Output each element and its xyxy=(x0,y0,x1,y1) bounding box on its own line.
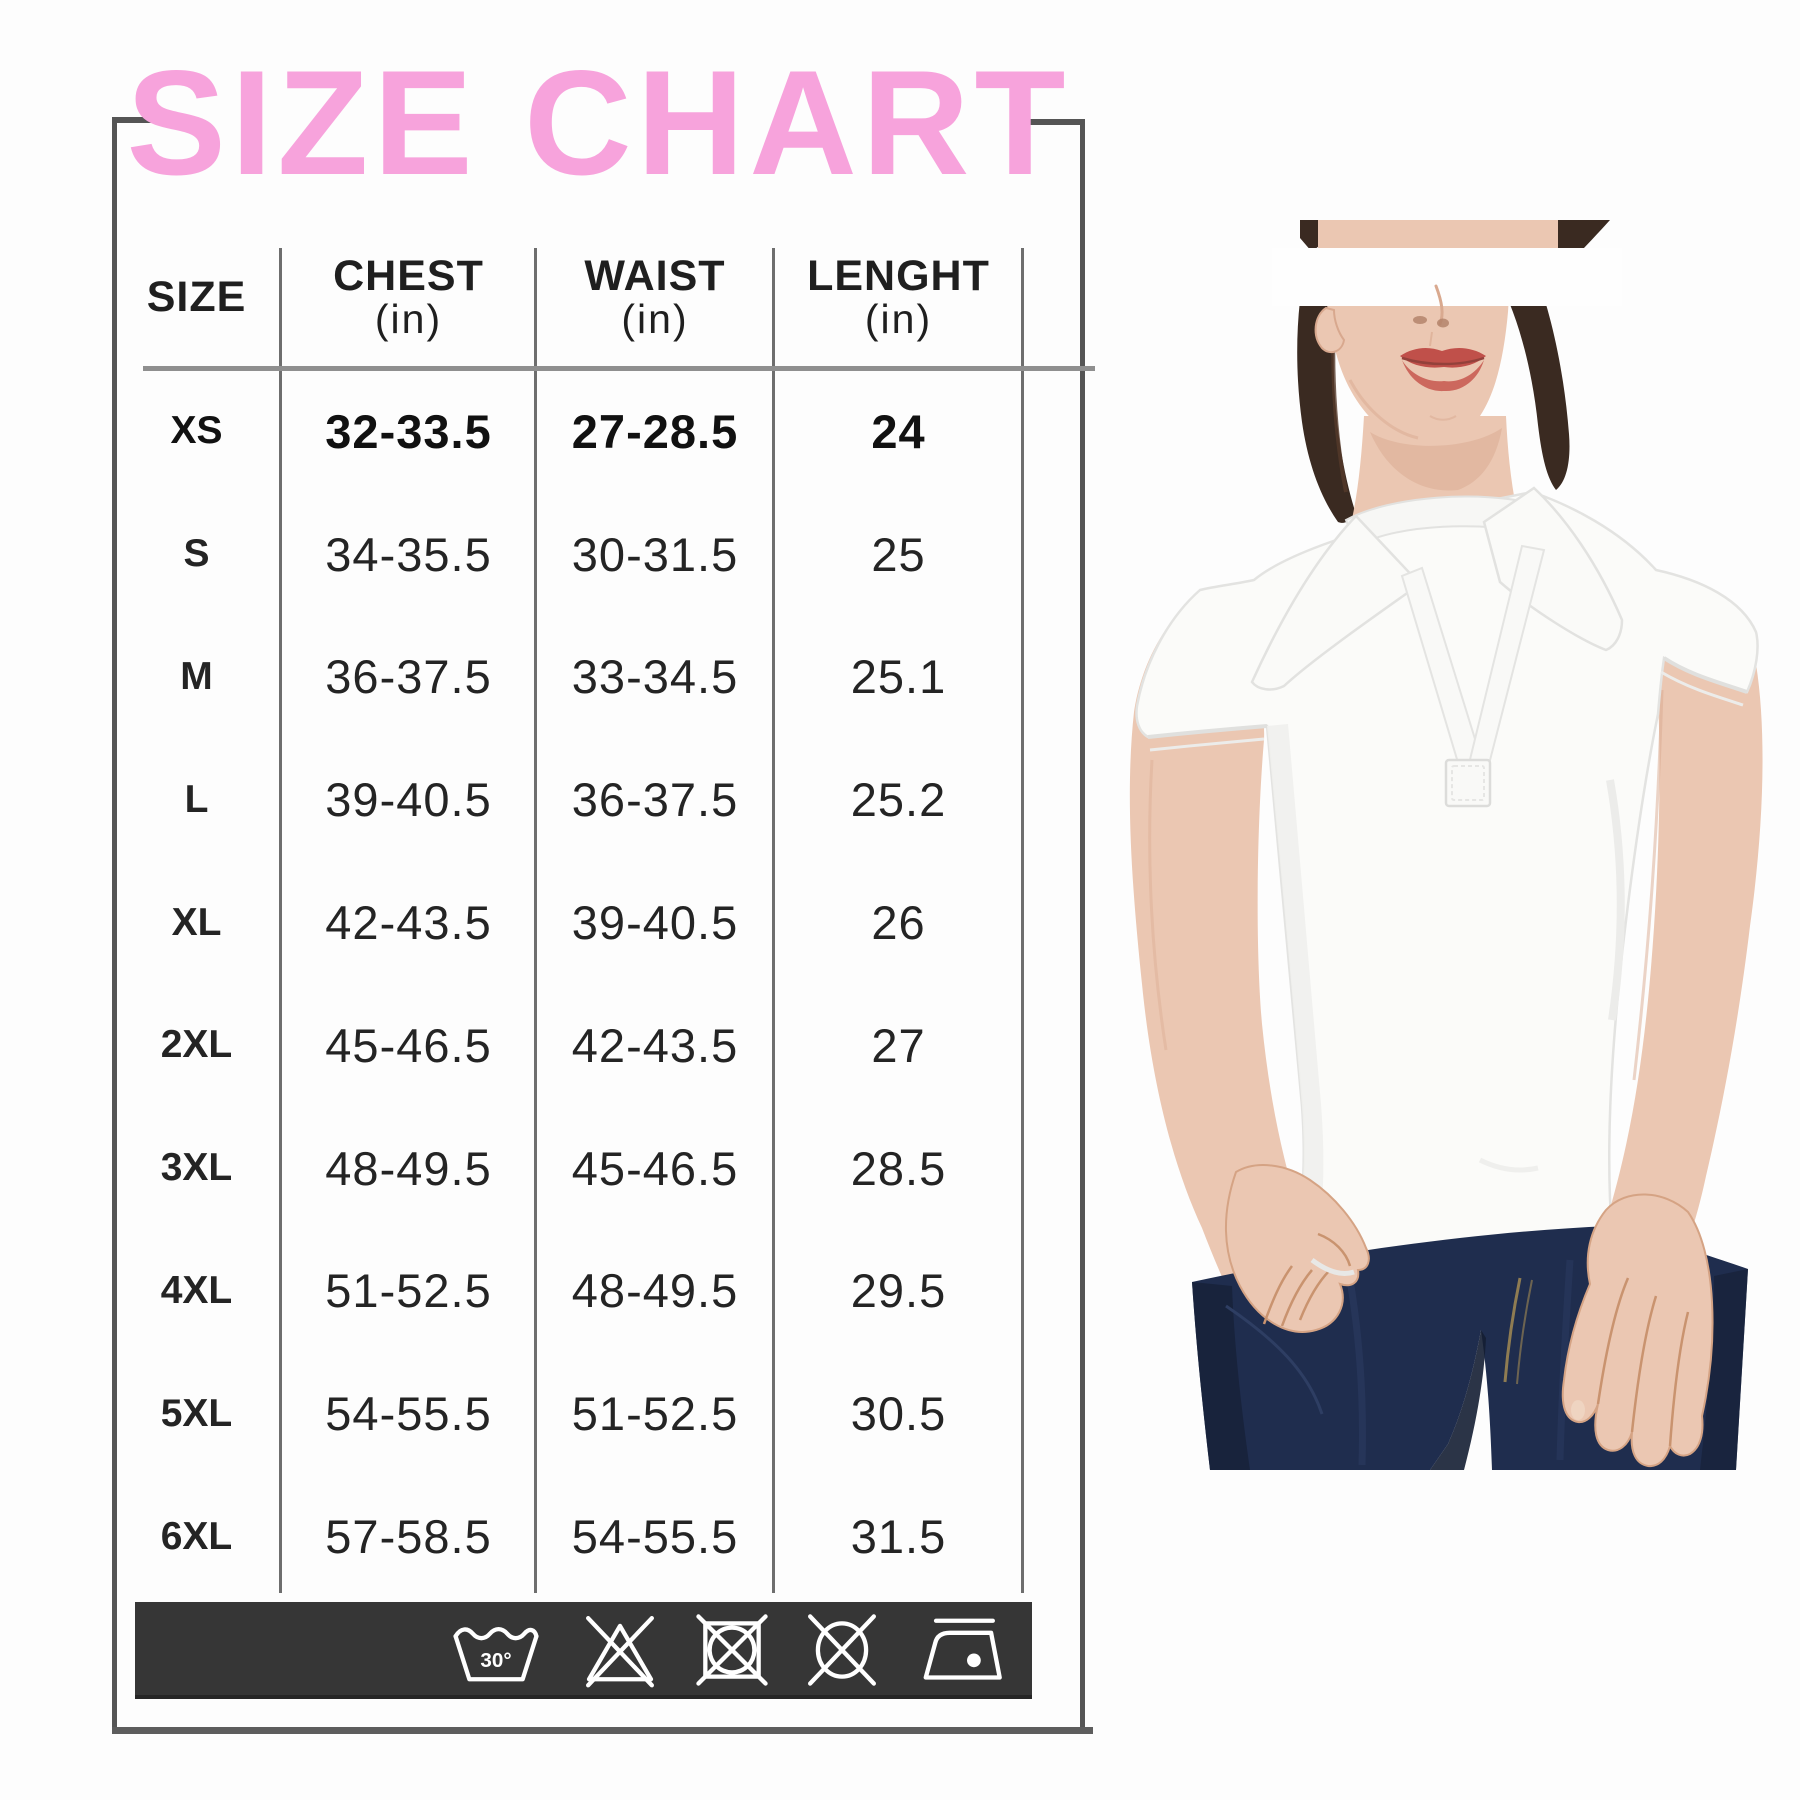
wash-30-icon: 30° xyxy=(440,1607,552,1693)
table-row: 2XL 45-46.5 42-43.5 27 xyxy=(112,984,1023,1107)
waist-cell: 54-55.5 xyxy=(571,1510,739,1564)
header-length-unit: (in) xyxy=(864,295,933,342)
table-row: 3XL 48-49.5 45-46.5 28.5 xyxy=(112,1107,1023,1230)
waist-cell: 39-40.5 xyxy=(571,896,739,950)
table-rows: XS 32-33.5 27-28.5 24 S 34-35.5 30-31.5 25 M 36-3… xyxy=(112,370,1023,1598)
chest-cell: 51-52.5 xyxy=(325,1264,492,1318)
header-chest: CHEST (in) xyxy=(281,254,536,342)
do-not-tumble-dry-icon xyxy=(684,1607,780,1693)
table-row: L 39-40.5 36-37.5 25.2 xyxy=(112,738,1023,861)
size-cell: XS xyxy=(170,409,223,453)
size-cell: S xyxy=(183,532,210,576)
frame-line-top-left xyxy=(112,117,198,123)
size-cell: 5XL xyxy=(160,1391,233,1435)
table-row: S 34-35.5 30-31.5 25 xyxy=(112,493,1023,616)
column-separator xyxy=(772,248,775,1593)
size-cell: 3XL xyxy=(160,1146,233,1190)
iron-icon xyxy=(905,1607,1017,1693)
length-cell: 25.1 xyxy=(850,650,947,704)
waist-cell: 45-46.5 xyxy=(571,1141,739,1195)
table-row: 6XL 57-58.5 54-55.5 31.5 xyxy=(112,1475,1023,1598)
table-row: 5XL 54-55.5 51-52.5 30.5 xyxy=(112,1352,1023,1475)
svg-text:30°: 30° xyxy=(480,1649,511,1672)
length-cell: 25.2 xyxy=(850,773,947,827)
length-cell: 24 xyxy=(871,404,926,458)
chest-cell: 34-35.5 xyxy=(325,527,492,581)
waist-cell: 48-49.5 xyxy=(571,1264,739,1318)
length-cell: 25 xyxy=(871,527,926,581)
chest-cell: 42-43.5 xyxy=(325,896,492,950)
size-cell: 6XL xyxy=(160,1514,233,1558)
header-size: SIZE xyxy=(146,272,247,321)
waist-cell: 33-34.5 xyxy=(571,650,739,704)
do-not-bleach-icon xyxy=(572,1607,668,1693)
length-cell: 31.5 xyxy=(850,1510,947,1564)
frame-line-bottom xyxy=(112,1727,1093,1734)
care-instructions-bar: 30° xyxy=(135,1602,1032,1699)
table-header-row: SIZE CHEST (in) WAIST (in) LENGHT (in) xyxy=(112,225,1023,370)
chest-cell: 39-40.5 xyxy=(325,773,492,827)
length-cell: 26 xyxy=(871,896,926,950)
length-cell: 30.5 xyxy=(850,1387,947,1441)
chest-cell: 48-49.5 xyxy=(325,1141,492,1195)
model-photo xyxy=(1050,220,1800,1470)
waist-cell: 30-31.5 xyxy=(571,527,739,581)
table-row: XL 42-43.5 39-40.5 26 xyxy=(112,861,1023,984)
length-cell: 28.5 xyxy=(850,1141,947,1195)
waist-cell: 51-52.5 xyxy=(571,1387,739,1441)
header-chest-unit: (in) xyxy=(374,295,443,342)
size-cell: 4XL xyxy=(160,1268,233,1312)
size-cell: XL xyxy=(171,900,222,944)
size-cell: M xyxy=(180,654,213,698)
header-length: LENGHT (in) xyxy=(774,254,1023,342)
column-separator xyxy=(534,248,537,1593)
header-underline xyxy=(143,366,1095,371)
length-cell: 29.5 xyxy=(850,1264,947,1318)
waist-cell: 36-37.5 xyxy=(571,773,739,827)
chest-cell: 36-37.5 xyxy=(325,650,492,704)
column-separator xyxy=(1021,248,1024,1593)
page-title: SIZE CHART xyxy=(126,39,1071,206)
frame-line-top-right xyxy=(1012,119,1085,125)
chest-cell: 54-55.5 xyxy=(325,1387,492,1441)
table-row: 4XL 51-52.5 48-49.5 29.5 xyxy=(112,1230,1023,1353)
chest-cell: 32-33.5 xyxy=(325,404,492,458)
waist-cell: 42-43.5 xyxy=(571,1018,739,1072)
chest-cell: 57-58.5 xyxy=(325,1510,492,1564)
table-row: M 36-37.5 33-34.5 25.1 xyxy=(112,616,1023,739)
chest-cell: 45-46.5 xyxy=(325,1018,492,1072)
size-table: SIZE CHEST (in) WAIST (in) LENGHT (in) X… xyxy=(112,225,1023,1598)
frame-line-left xyxy=(112,117,117,1733)
column-separator xyxy=(279,248,282,1593)
header-waist-unit: (in) xyxy=(621,295,689,342)
length-cell: 27 xyxy=(871,1018,926,1072)
waist-cell: 27-28.5 xyxy=(571,404,739,458)
frame-line-right xyxy=(1080,119,1085,1733)
header-waist: WAIST (in) xyxy=(536,254,774,342)
size-cell: 2XL xyxy=(160,1023,233,1067)
size-cell: L xyxy=(184,777,209,821)
table-row: XS 32-33.5 27-28.5 24 xyxy=(112,370,1023,493)
do-not-dry-clean-icon xyxy=(794,1607,890,1693)
